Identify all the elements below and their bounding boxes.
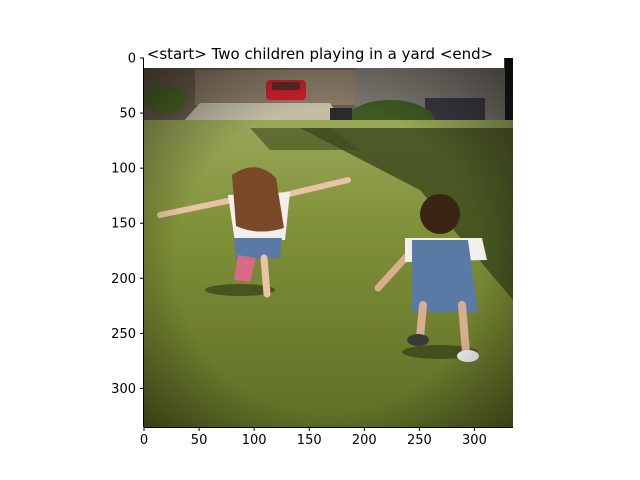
y-tick-label: 250 — [111, 327, 136, 342]
y-tick-label: 150 — [111, 217, 136, 232]
x-tick-label: 0 — [140, 433, 148, 448]
axes-frame — [143, 58, 513, 428]
photo — [144, 58, 513, 427]
y-tick-label: 200 — [111, 272, 136, 287]
vignette — [144, 58, 513, 427]
plot-title: <start> Two children playing in a yard <… — [147, 45, 493, 63]
y-axis-ticks: 0 50 100 150 200 250 300 — [111, 52, 144, 397]
y-tick-label: 300 — [111, 382, 136, 397]
y-tick-label: 100 — [111, 162, 136, 177]
title-background — [144, 42, 504, 68]
x-tick-label: 200 — [352, 433, 377, 448]
x-tick-label: 300 — [462, 433, 487, 448]
x-tick-label: 50 — [191, 433, 208, 448]
y-tick-label: 50 — [119, 107, 136, 122]
x-axis-ticks: 0 50 100 150 200 250 300 — [140, 427, 487, 448]
x-tick-label: 100 — [242, 433, 267, 448]
x-tick-label: 250 — [407, 433, 432, 448]
x-tick-label: 150 — [297, 433, 322, 448]
y-tick-label: 0 — [128, 52, 136, 67]
